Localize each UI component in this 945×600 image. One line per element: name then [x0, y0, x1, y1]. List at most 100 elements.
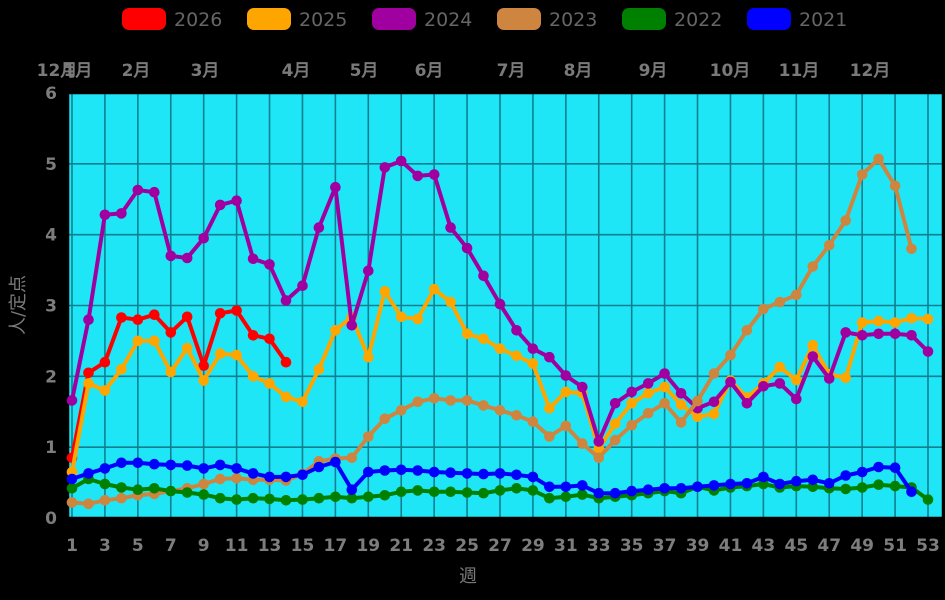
data-point-2024-w33[interactable]: [593, 436, 605, 447]
data-point-2025-w13[interactable]: [264, 378, 275, 389]
data-point-2021-w2[interactable]: [83, 468, 94, 479]
data-point-2026-w8[interactable]: [181, 311, 193, 323]
data-point-2023-w48[interactable]: [840, 215, 851, 226]
data-point-2022-w29[interactable]: [527, 485, 539, 496]
data-point-2022-w48[interactable]: [840, 483, 851, 495]
data-point-2021-w7[interactable]: [165, 459, 177, 471]
data-point-2024-w6[interactable]: [149, 186, 160, 198]
data-point-2022-w49[interactable]: [856, 482, 868, 493]
data-point-2021-w21[interactable]: [395, 464, 407, 476]
data-point-2026-w9[interactable]: [198, 360, 209, 372]
data-point-2022-w25[interactable]: [461, 487, 473, 498]
data-point-2021-w50[interactable]: [873, 461, 884, 473]
data-point-2025-w53[interactable]: [922, 313, 934, 325]
data-point-2024-w20[interactable]: [379, 162, 391, 173]
data-point-2021-w23[interactable]: [428, 466, 440, 478]
data-point-2021-w3[interactable]: [99, 463, 111, 474]
data-point-2022-w10[interactable]: [214, 492, 226, 504]
data-point-2023-w49[interactable]: [856, 169, 868, 180]
data-point-2025-w19[interactable]: [363, 351, 374, 363]
data-point-2024-w52[interactable]: [906, 330, 917, 341]
data-point-2024-w17[interactable]: [330, 181, 341, 193]
data-point-2025-w14[interactable]: [280, 391, 292, 403]
data-point-2022-w14[interactable]: [280, 495, 292, 506]
data-point-2022-w16[interactable]: [313, 492, 325, 504]
data-point-2024-w53[interactable]: [922, 346, 934, 357]
data-point-2025-w39[interactable]: [692, 411, 703, 423]
data-point-2024-w24[interactable]: [445, 222, 456, 233]
data-point-2023-w9[interactable]: [198, 478, 209, 490]
data-point-2025-w46[interactable]: [807, 339, 819, 351]
data-point-2023-w29[interactable]: [527, 416, 539, 428]
data-point-2024-w7[interactable]: [165, 250, 177, 262]
data-point-2023-w24[interactable]: [445, 395, 456, 406]
data-point-2025-w51[interactable]: [889, 317, 901, 328]
data-point-2022-w7[interactable]: [165, 485, 177, 497]
data-point-2023-w20[interactable]: [379, 413, 391, 425]
data-point-2022-w1[interactable]: [66, 483, 78, 494]
data-point-2024-w44[interactable]: [774, 378, 786, 389]
data-point-2025-w20[interactable]: [379, 286, 391, 297]
data-point-2024-w10[interactable]: [214, 199, 226, 211]
data-point-2026-w13[interactable]: [264, 333, 275, 345]
data-point-2022-w51[interactable]: [889, 480, 901, 492]
data-point-2022-w26[interactable]: [478, 487, 489, 499]
legend-item-2022[interactable]: 2022: [622, 8, 722, 31]
data-point-2023-w52[interactable]: [906, 243, 917, 255]
data-point-2024-w21[interactable]: [395, 155, 407, 167]
data-point-2024-w25[interactable]: [461, 242, 473, 254]
data-point-2023-w25[interactable]: [461, 395, 473, 406]
data-point-2022-w4[interactable]: [116, 482, 127, 493]
data-point-2022-w18[interactable]: [346, 492, 358, 504]
data-point-2021-w26[interactable]: [478, 468, 489, 480]
data-point-2021-w33[interactable]: [593, 487, 605, 499]
data-point-2024-w1[interactable]: [66, 395, 78, 406]
data-point-2025-w24[interactable]: [445, 296, 456, 308]
data-point-2023-w27[interactable]: [494, 405, 506, 416]
data-point-2024-w51[interactable]: [889, 328, 901, 340]
data-point-2022-w19[interactable]: [363, 491, 374, 503]
data-point-2021-w12[interactable]: [247, 468, 259, 479]
data-point-2021-w51[interactable]: [889, 462, 901, 474]
data-point-2025-w26[interactable]: [478, 333, 489, 345]
data-point-2021-w14[interactable]: [280, 471, 292, 483]
data-point-2025-w34[interactable]: [609, 418, 621, 430]
data-point-2026-w12[interactable]: [247, 330, 259, 341]
data-point-2025-w36[interactable]: [642, 388, 654, 399]
data-point-2026-w2[interactable]: [83, 367, 94, 379]
data-point-2024-w37[interactable]: [659, 368, 670, 379]
data-point-2021-w40[interactable]: [708, 480, 720, 491]
data-point-2023-w50[interactable]: [873, 153, 884, 165]
data-point-2023-w4[interactable]: [116, 492, 127, 504]
data-point-2022-w15[interactable]: [297, 494, 308, 505]
data-point-2021-w6[interactable]: [149, 458, 160, 470]
series-2025[interactable]: [66, 283, 934, 478]
data-point-2025-w4[interactable]: [116, 364, 127, 375]
data-point-2023-w32[interactable]: [577, 438, 588, 449]
data-point-2025-w28[interactable]: [511, 350, 522, 362]
data-point-2021-w49[interactable]: [856, 466, 868, 478]
data-point-2025-w6[interactable]: [149, 335, 160, 347]
data-point-2024-w26[interactable]: [478, 270, 489, 282]
data-point-2021-w46[interactable]: [807, 474, 819, 486]
data-point-2025-w9[interactable]: [198, 375, 209, 386]
data-point-2024-w14[interactable]: [280, 295, 292, 306]
data-point-2024-w29[interactable]: [527, 343, 539, 355]
data-point-2021-w4[interactable]: [116, 457, 127, 469]
data-point-2023-w11[interactable]: [231, 473, 242, 484]
data-point-2024-w19[interactable]: [363, 265, 374, 277]
data-point-2023-w45[interactable]: [791, 289, 802, 301]
data-point-2022-w24[interactable]: [445, 486, 456, 498]
data-point-2026-w11[interactable]: [231, 305, 242, 316]
data-point-2026-w7[interactable]: [165, 327, 177, 338]
data-point-2023-w3[interactable]: [99, 495, 111, 506]
data-point-2024-w38[interactable]: [675, 388, 687, 399]
data-point-2024-w15[interactable]: [297, 280, 308, 292]
data-point-2022-w28[interactable]: [511, 483, 522, 494]
data-point-2024-w11[interactable]: [231, 195, 242, 206]
data-point-2021-w22[interactable]: [412, 465, 424, 476]
data-point-2023-w22[interactable]: [412, 396, 424, 408]
data-point-2021-w9[interactable]: [198, 463, 209, 474]
data-point-2021-w30[interactable]: [544, 481, 555, 493]
data-point-2023-w37[interactable]: [659, 398, 670, 409]
